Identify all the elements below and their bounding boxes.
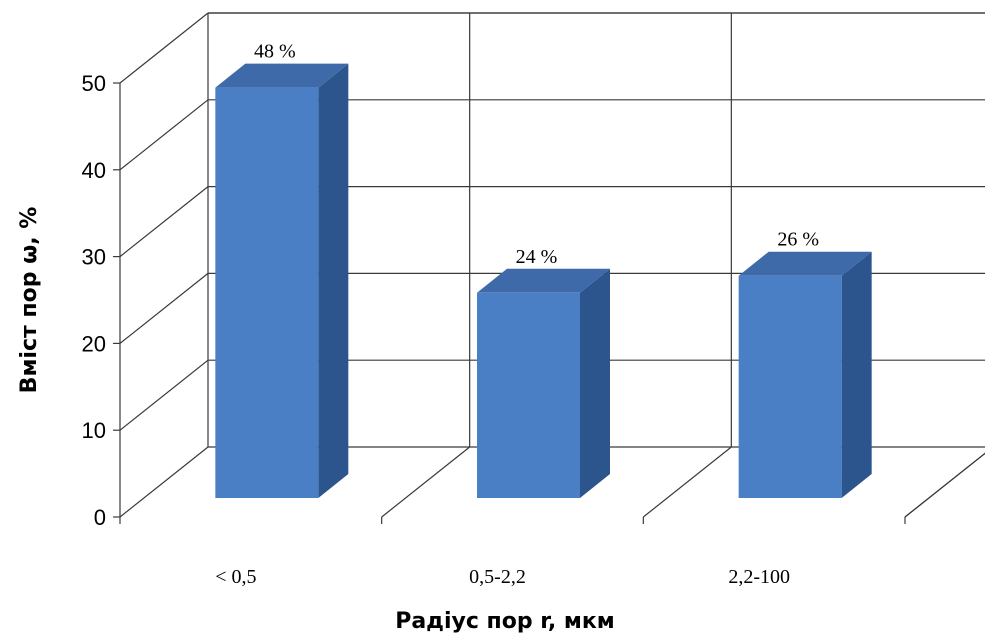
gridline-side	[119, 12, 209, 84]
y-tick-label: 40	[82, 158, 106, 183]
bar-side	[318, 63, 349, 499]
gridline-side	[119, 99, 209, 171]
gridline-side	[119, 272, 209, 344]
floor-divider	[642, 446, 732, 518]
x-axis-title: Радіус пор r, мкм	[395, 609, 615, 634]
bar-front	[738, 275, 842, 498]
bar: 26 %	[738, 229, 872, 498]
data-label: 26 %	[777, 229, 819, 251]
bars: 48 % 24 % 26 %	[215, 41, 872, 499]
y-tick-label: 30	[82, 245, 106, 270]
x-tick-label: < 0,5	[215, 566, 256, 588]
floor-divider	[904, 452, 985, 518]
y-tick-label: 0	[94, 505, 106, 530]
bar: 48 %	[215, 41, 349, 499]
bar-front	[477, 292, 580, 498]
y-tick-label: 20	[82, 331, 106, 356]
bar-top	[738, 251, 872, 276]
gridline-side	[119, 186, 209, 258]
y-tick-label: 50	[82, 71, 106, 96]
bar-top	[477, 268, 610, 293]
gridline-side	[119, 359, 209, 431]
x-tick-label: 0,5-2,2	[469, 566, 526, 588]
bar-side	[841, 251, 872, 498]
bar-top	[215, 63, 349, 88]
bar: 24 %	[477, 246, 610, 498]
data-label: 48 %	[254, 41, 296, 63]
data-label: 24 %	[516, 246, 558, 268]
y-axis-title: Вміст пор ω, %	[17, 207, 42, 394]
x-tick-labels: < 0,5 0,5-2,2 2,2-100	[215, 566, 790, 588]
bar-front	[215, 87, 319, 499]
floor-divider	[381, 446, 471, 518]
y-tick-labels: 0 10 20 30 40 50	[82, 71, 120, 530]
bar-side	[580, 268, 610, 498]
y-tick-label: 10	[82, 418, 106, 443]
x-tick-label: 2,2-100	[728, 566, 790, 588]
